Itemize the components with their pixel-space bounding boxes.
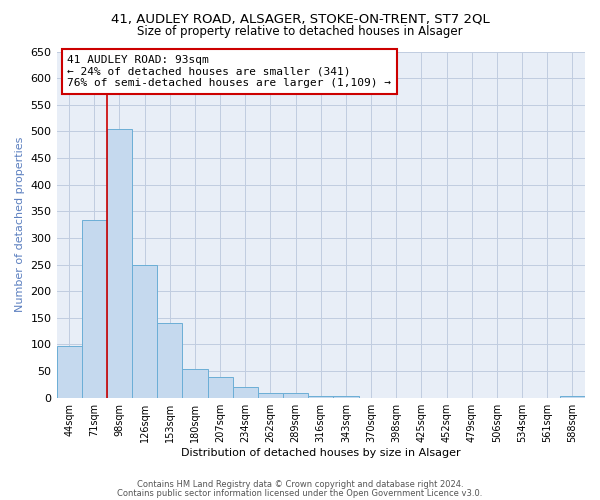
Text: Contains public sector information licensed under the Open Government Licence v3: Contains public sector information licen… [118, 488, 482, 498]
Bar [82, 220, 107, 398]
Bar [208, 378, 233, 398]
Bar [233, 386, 258, 398]
Bar [182, 370, 208, 398]
X-axis label: Distribution of detached houses by size in Alsager: Distribution of detached houses by size … [181, 448, 461, 458]
Bar [334, 396, 359, 398]
Bar [132, 264, 157, 398]
Bar [308, 396, 334, 398]
Text: 41, AUDLEY ROAD, ALSAGER, STOKE-ON-TRENT, ST7 2QL: 41, AUDLEY ROAD, ALSAGER, STOKE-ON-TRENT… [110, 12, 490, 26]
Bar [56, 346, 82, 398]
Y-axis label: Number of detached properties: Number of detached properties [15, 137, 25, 312]
Bar [283, 394, 308, 398]
Text: Size of property relative to detached houses in Alsager: Size of property relative to detached ho… [137, 25, 463, 38]
Text: Contains HM Land Registry data © Crown copyright and database right 2024.: Contains HM Land Registry data © Crown c… [137, 480, 463, 489]
Bar [157, 323, 182, 398]
Text: 41 AUDLEY ROAD: 93sqm
← 24% of detached houses are smaller (341)
76% of semi-det: 41 AUDLEY ROAD: 93sqm ← 24% of detached … [67, 55, 391, 88]
Bar [107, 128, 132, 398]
Bar [560, 396, 585, 398]
Bar [258, 394, 283, 398]
